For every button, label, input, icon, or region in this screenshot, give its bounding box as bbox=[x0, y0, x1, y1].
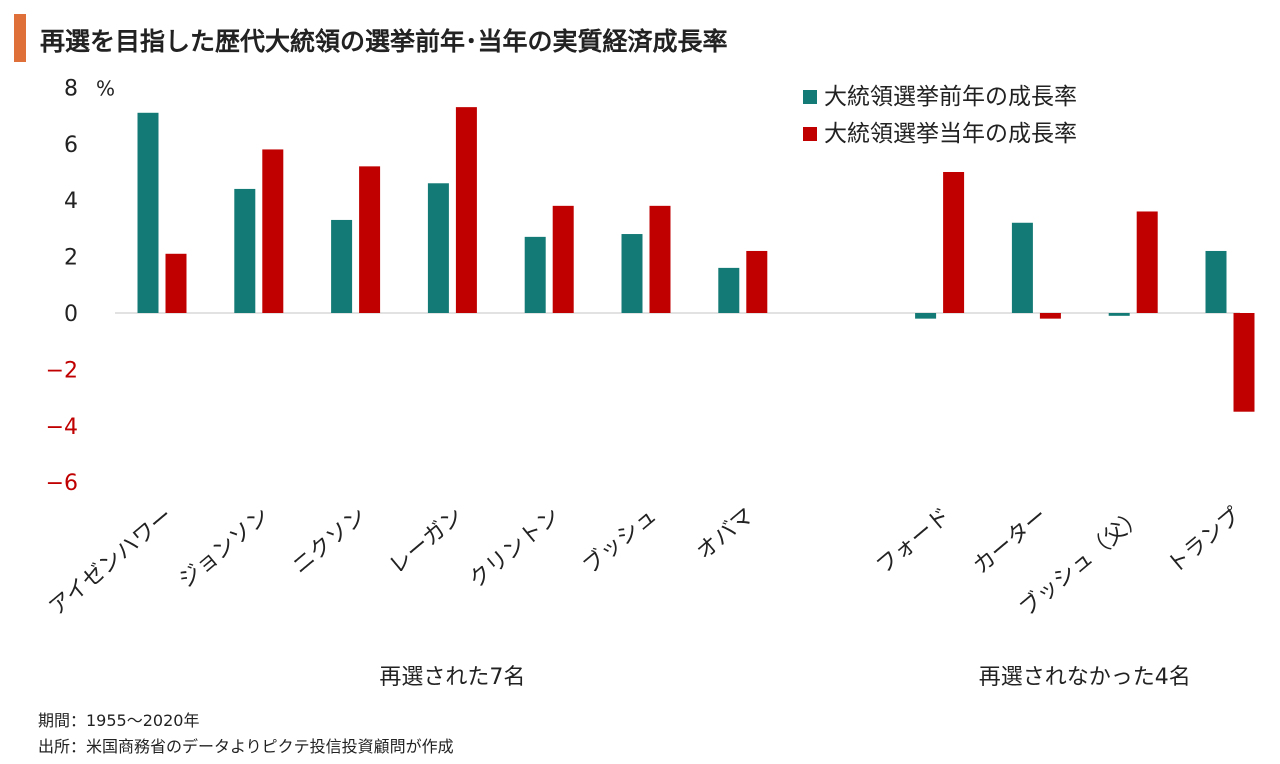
x-category-label: レーガン bbox=[385, 503, 468, 579]
bar-prev-year bbox=[524, 236, 546, 313]
bar-election-year bbox=[943, 172, 965, 313]
bar-prev-year bbox=[1011, 222, 1033, 313]
group-label: 再選されなかった4名 bbox=[979, 665, 1191, 690]
group-label: 再選された7名 bbox=[379, 665, 525, 690]
bar-election-year bbox=[746, 250, 768, 313]
legend-swatch bbox=[803, 127, 817, 141]
legend-label: 大統領選挙当年の成長率 bbox=[824, 121, 1077, 147]
x-category-label: ニクソン bbox=[288, 503, 371, 579]
y-tick-label: −4 bbox=[46, 415, 78, 440]
x-category-label: ブッシュ bbox=[578, 503, 661, 579]
bar-election-year bbox=[455, 107, 477, 313]
bar-prev-year bbox=[1205, 250, 1227, 313]
group-labels: 再選された7名 再選されなかった4名 bbox=[379, 665, 1190, 690]
bar-prev-year bbox=[718, 267, 740, 313]
bar-prev-year bbox=[427, 183, 449, 313]
bar-election-year bbox=[1233, 313, 1255, 412]
bar-election-year bbox=[359, 166, 381, 313]
x-category-label: オバマ bbox=[692, 503, 759, 565]
bar-prev-year bbox=[234, 188, 256, 313]
bar-prev-year bbox=[915, 313, 937, 319]
y-axis-unit: % bbox=[96, 76, 115, 100]
bar-election-year bbox=[1136, 211, 1158, 313]
source-note: 出所：米国商務省のデータよりピクテ投信投資顧問が作成 bbox=[38, 737, 454, 756]
y-tick-label: 4 bbox=[64, 189, 78, 214]
bar-election-year bbox=[649, 205, 671, 313]
bar-election-year bbox=[1039, 313, 1061, 319]
y-tick-label: −2 bbox=[46, 358, 78, 383]
x-category-label: カーター bbox=[969, 503, 1052, 579]
bar-prev-year bbox=[1108, 313, 1130, 316]
legend-label: 大統領選挙前年の成長率 bbox=[824, 84, 1077, 110]
bar-election-year bbox=[262, 149, 284, 313]
x-category-label: クリントン bbox=[465, 503, 565, 593]
chart-title: 再選を目指した歴代大統領の選挙前年･当年の実質経済成長率 bbox=[40, 27, 728, 56]
y-tick-label: 6 bbox=[64, 133, 78, 158]
x-category-label: ジョンソン bbox=[174, 503, 274, 593]
bar-election-year bbox=[165, 253, 187, 313]
x-category-label: フォード bbox=[872, 503, 955, 579]
bar-election-year bbox=[552, 205, 574, 313]
title-accent-bar bbox=[14, 14, 26, 62]
period-note: 期間：1955～2020年 bbox=[38, 711, 200, 730]
footnotes: 期間：1955～2020年 出所：米国商務省のデータよりピクテ投信投資顧問が作成 bbox=[38, 708, 454, 760]
bar-prev-year bbox=[331, 219, 353, 313]
y-axis-ticks: 8 6 4 2 0 −2 −4 −6 bbox=[46, 76, 78, 496]
x-category-label: トランプ bbox=[1163, 503, 1246, 578]
y-tick-label: −6 bbox=[46, 471, 78, 496]
legend-swatch bbox=[803, 90, 817, 104]
bar-prev-year bbox=[621, 234, 643, 313]
growth-rate-chart: 8 6 4 2 0 −2 −4 −6 % アイゼンハワージョンソン ニクソン レーガンクリントンブ… bbox=[45, 76, 1255, 690]
bar-prev-year bbox=[137, 112, 159, 313]
x-category-label: アイゼンハワー bbox=[45, 503, 178, 620]
y-tick-label: 8 bbox=[64, 76, 78, 101]
y-tick-label: 2 bbox=[64, 246, 78, 271]
bars bbox=[137, 107, 1255, 412]
y-tick-label: 0 bbox=[64, 302, 78, 327]
